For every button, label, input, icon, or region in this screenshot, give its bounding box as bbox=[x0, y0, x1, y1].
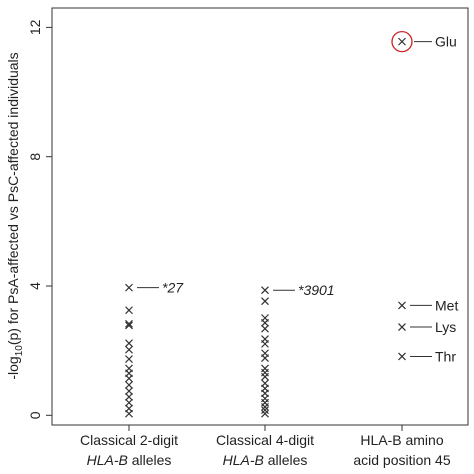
x-tick-label: HLA-B alleles bbox=[223, 452, 308, 468]
point bbox=[125, 283, 133, 292]
point-stroke bbox=[398, 352, 406, 361]
point-stroke bbox=[125, 374, 133, 383]
point-stroke bbox=[261, 286, 269, 295]
point bbox=[398, 352, 406, 361]
x-tick-label-part: alleles bbox=[268, 452, 308, 468]
x-tick-label-italic: HLA-B bbox=[87, 452, 128, 468]
y-tick-label: 12 bbox=[27, 19, 43, 35]
point bbox=[125, 374, 133, 383]
point bbox=[125, 306, 133, 315]
point-stroke bbox=[261, 372, 269, 381]
point-stroke bbox=[261, 402, 269, 411]
x-tick-label-italic: HLA-B bbox=[223, 452, 264, 468]
point-stroke bbox=[261, 409, 269, 418]
y-tick-label: 0 bbox=[27, 411, 43, 419]
point bbox=[261, 297, 269, 306]
highlight-circle bbox=[391, 30, 413, 53]
annotation: Lys bbox=[435, 319, 456, 335]
point bbox=[398, 37, 406, 46]
point bbox=[261, 324, 269, 333]
x-tick-label: HLA-B alleles bbox=[87, 452, 172, 468]
point-stroke bbox=[261, 318, 269, 327]
point-stroke bbox=[261, 324, 269, 333]
point-stroke bbox=[398, 301, 406, 310]
annotation: Glu bbox=[435, 34, 457, 50]
y-label-part: (p) for PsA-affected vs PsC-affected ind… bbox=[5, 52, 21, 345]
point-stroke bbox=[261, 339, 269, 348]
point bbox=[125, 387, 133, 395]
point bbox=[398, 301, 406, 310]
point bbox=[125, 398, 133, 407]
point bbox=[261, 409, 269, 418]
x-tick-label-part: acid position 45 bbox=[353, 452, 451, 468]
point bbox=[398, 323, 406, 331]
plot-frame bbox=[51, 7, 469, 426]
point bbox=[261, 286, 269, 295]
point bbox=[125, 319, 133, 328]
point-stroke bbox=[125, 398, 133, 407]
point-stroke bbox=[125, 345, 133, 354]
point-stroke bbox=[125, 355, 133, 363]
annotation: Thr bbox=[435, 348, 456, 364]
point bbox=[261, 339, 269, 348]
y-tick-label: 8 bbox=[27, 153, 43, 161]
y-tick-label: 4 bbox=[27, 282, 43, 290]
x-tick-label: Classical 4-digit bbox=[216, 432, 314, 448]
annotation: *3901 bbox=[298, 282, 335, 298]
point-stroke bbox=[125, 319, 133, 328]
point bbox=[261, 354, 269, 363]
x-tick-label: acid position 45 bbox=[353, 452, 451, 468]
point-stroke bbox=[125, 339, 133, 348]
point-stroke bbox=[398, 323, 406, 331]
y-label-part: -log bbox=[5, 356, 21, 379]
point-stroke bbox=[261, 406, 269, 415]
annotation: Met bbox=[435, 297, 458, 313]
point bbox=[261, 372, 269, 381]
point bbox=[125, 392, 133, 401]
point bbox=[261, 406, 269, 415]
point bbox=[261, 402, 269, 411]
point-stroke bbox=[125, 409, 133, 418]
point bbox=[125, 355, 133, 363]
point bbox=[261, 318, 269, 327]
y-label-subscript: 10 bbox=[14, 345, 25, 357]
x-tick-label: HLA-B amino bbox=[360, 432, 443, 448]
point-stroke bbox=[125, 321, 133, 330]
x-tick-label: Classical 2-digit bbox=[80, 432, 178, 448]
point-stroke bbox=[125, 306, 133, 315]
x-tick-label-part: alleles bbox=[132, 452, 172, 468]
point bbox=[125, 339, 133, 348]
point-stroke bbox=[125, 387, 133, 395]
point bbox=[125, 345, 133, 354]
point bbox=[125, 409, 133, 418]
point-stroke bbox=[261, 297, 269, 306]
point bbox=[125, 380, 133, 389]
point-stroke bbox=[125, 392, 133, 401]
point-stroke bbox=[261, 354, 269, 363]
point bbox=[125, 321, 133, 330]
y-axis-label: -log10(p) for PsA-affected vs PsC-affect… bbox=[5, 52, 25, 379]
annotation: *27 bbox=[162, 280, 184, 296]
point-stroke bbox=[125, 380, 133, 389]
point-stroke bbox=[125, 283, 133, 292]
point-stroke bbox=[398, 37, 406, 46]
